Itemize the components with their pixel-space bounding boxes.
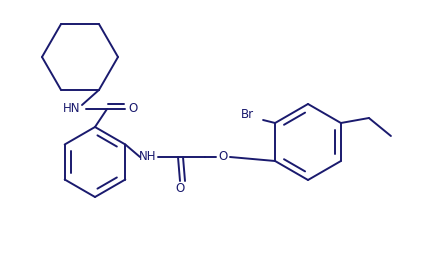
Text: O: O (128, 103, 138, 116)
Text: HN: HN (63, 103, 81, 116)
Text: O: O (218, 151, 227, 163)
Text: Br: Br (241, 108, 254, 121)
Text: NH: NH (139, 151, 157, 163)
Text: O: O (176, 183, 185, 195)
